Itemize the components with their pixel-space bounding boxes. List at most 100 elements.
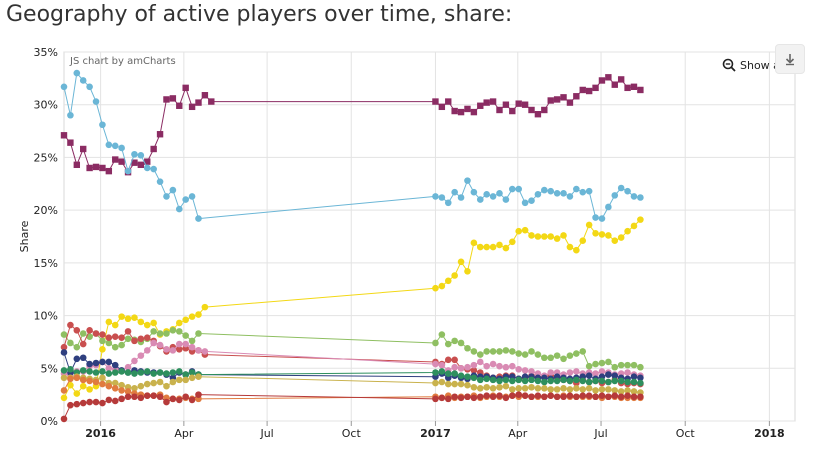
- data-point: [464, 373, 471, 381]
- data-point: [515, 366, 523, 373]
- data-point: [182, 332, 189, 339]
- data-point: [163, 398, 170, 406]
- data-point: [195, 391, 202, 398]
- data-point: [111, 369, 119, 376]
- data-point: [451, 356, 458, 364]
- data-point: [592, 360, 599, 368]
- data-point: [137, 318, 145, 326]
- data-point: [630, 193, 638, 200]
- data-point: [60, 387, 68, 394]
- data-point: [585, 378, 593, 386]
- data-point: [534, 111, 542, 118]
- data-point: [111, 385, 119, 392]
- data-point: [457, 394, 465, 402]
- data-point: [118, 144, 125, 152]
- data-point: [515, 185, 523, 193]
- data-point: [137, 161, 145, 169]
- data-point: [566, 352, 574, 359]
- data-point: [169, 395, 177, 403]
- data-point: [118, 395, 125, 403]
- data-point: [624, 378, 631, 386]
- data-point: [541, 233, 548, 240]
- data-point: [144, 158, 151, 165]
- data-point: [579, 237, 587, 245]
- data-point: [195, 373, 202, 381]
- data-point: [60, 343, 68, 351]
- data-point: [528, 348, 535, 355]
- data-point: [79, 340, 87, 348]
- data-point: [521, 377, 529, 385]
- data-point: [515, 391, 523, 398]
- data-point: [489, 385, 497, 392]
- data-point: [617, 377, 625, 385]
- data-point: [73, 400, 81, 408]
- data-point: [195, 347, 202, 354]
- chart-credit[interactable]: JS chart by amCharts: [70, 56, 176, 67]
- data-point: [99, 164, 106, 172]
- data-point: [163, 193, 170, 200]
- data-point: [79, 382, 87, 390]
- data-point: [470, 383, 478, 391]
- data-point: [188, 396, 196, 404]
- data-point: [105, 167, 113, 175]
- data-point: [451, 272, 458, 279]
- data-point: [169, 186, 177, 194]
- data-point: [112, 156, 119, 163]
- data-point: [444, 395, 452, 403]
- data-point: [451, 380, 458, 388]
- show-all-button[interactable]: Show all: [722, 58, 800, 72]
- data-point: [79, 330, 87, 337]
- data-point: [111, 397, 119, 405]
- data-point: [624, 369, 631, 376]
- data-point: [541, 385, 548, 392]
- data-point: [585, 362, 593, 370]
- data-point: [464, 177, 471, 184]
- data-point: [528, 106, 535, 114]
- data-point: [547, 377, 555, 385]
- data-point: [483, 362, 490, 370]
- data-point: [143, 164, 151, 172]
- data-point: [534, 377, 542, 385]
- data-point: [131, 385, 138, 392]
- data-point: [515, 385, 523, 392]
- data-point: [598, 77, 606, 84]
- data-point: [585, 372, 593, 379]
- data-point: [195, 311, 202, 318]
- data-point: [156, 393, 164, 401]
- data-point: [156, 369, 164, 376]
- series-line: [63, 76, 641, 173]
- data-point: [553, 393, 561, 401]
- data-point: [502, 376, 510, 384]
- zoom-out-icon: [722, 58, 736, 72]
- data-point: [476, 376, 484, 384]
- data-point: [150, 339, 157, 347]
- data-point: [105, 334, 113, 342]
- data-point: [553, 386, 561, 393]
- data-point: [476, 358, 484, 366]
- data-point: [143, 334, 151, 342]
- data-point: [99, 374, 106, 382]
- data-point: [579, 377, 587, 385]
- data-point: [541, 393, 548, 401]
- data-point: [483, 383, 490, 391]
- data-point: [560, 393, 567, 401]
- data-point: [86, 368, 93, 375]
- data-point: [457, 339, 465, 347]
- data-point: [566, 377, 574, 385]
- data-point: [92, 330, 100, 337]
- export-button[interactable]: [775, 44, 805, 74]
- data-point: [182, 371, 189, 378]
- data-point: [73, 161, 81, 169]
- data-point: [585, 87, 593, 95]
- data-point: [496, 241, 503, 249]
- data-point: [118, 381, 125, 389]
- data-point: [502, 382, 510, 390]
- data-point: [143, 368, 151, 375]
- data-point: [598, 368, 606, 375]
- data-point: [470, 188, 478, 196]
- data-point: [573, 368, 580, 375]
- data-point: [432, 284, 439, 292]
- data-point: [541, 106, 548, 114]
- data-point: [489, 193, 497, 200]
